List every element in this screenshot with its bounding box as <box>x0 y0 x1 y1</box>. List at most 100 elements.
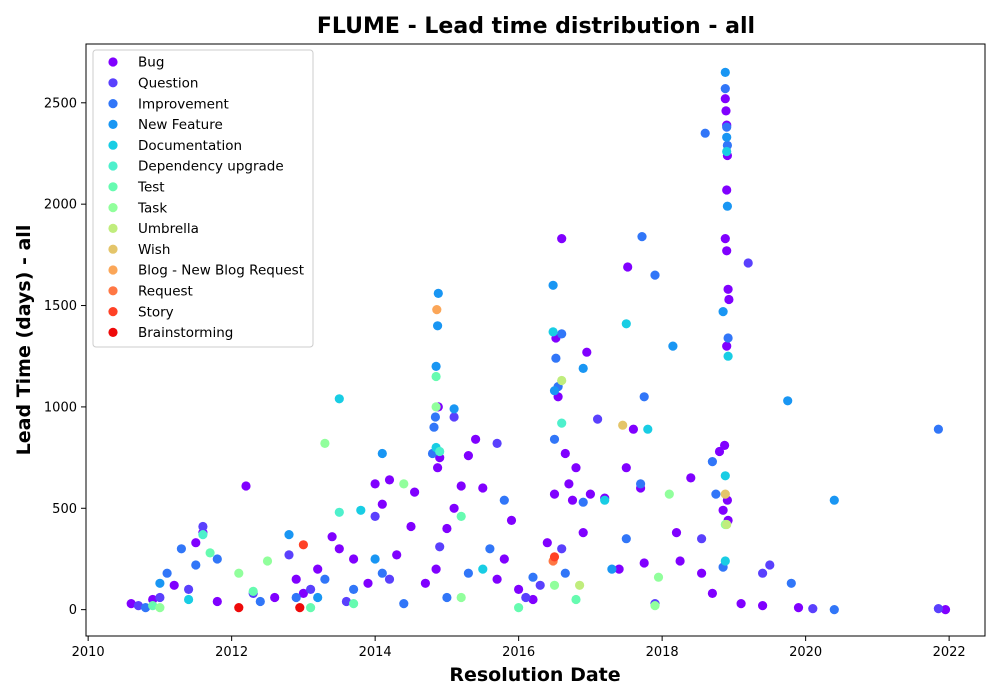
point-2-2 <box>176 544 186 554</box>
point-2-26 <box>636 479 646 489</box>
point-0-5 <box>212 596 222 607</box>
point-2-32 <box>711 489 721 499</box>
x-tick-label-2: 2014 <box>359 645 392 660</box>
point-6-8 <box>571 594 581 605</box>
point-0-79 <box>940 605 951 615</box>
point-2-40 <box>933 424 944 434</box>
point-0-38 <box>549 489 560 499</box>
point-6-2 <box>248 586 258 597</box>
x-tick-label-3: 2016 <box>502 645 535 660</box>
point-0-56 <box>671 528 682 538</box>
point-2-39 <box>829 605 839 615</box>
y-tick-label-3: 1500 <box>44 299 77 314</box>
legend-label-11: Request <box>138 284 193 300</box>
point-3-19 <box>829 495 839 505</box>
point-7-10 <box>653 572 664 582</box>
point-0-17 <box>384 475 395 485</box>
point-0-73 <box>722 341 732 351</box>
legend-marker-10 <box>108 265 118 275</box>
point-0-33 <box>499 554 509 564</box>
point-1-10 <box>435 542 445 552</box>
point-0-57 <box>675 556 685 566</box>
point-2-9 <box>377 568 387 578</box>
point-0-14 <box>363 578 373 588</box>
point-0-7 <box>270 592 280 603</box>
point-6-0 <box>148 601 158 611</box>
y-tick-label-1: 500 <box>52 502 77 517</box>
point-7-0 <box>155 603 165 613</box>
x-axis-ticks: 2010 2012 2014 2016 2018 2020 2022 <box>72 636 966 660</box>
point-3-2 <box>313 592 323 603</box>
point-3-5 <box>431 361 441 371</box>
point-0-26 <box>442 523 452 534</box>
point-6-5 <box>431 371 441 382</box>
point-0-71 <box>723 284 733 294</box>
point-4-12 <box>722 146 732 157</box>
point-4-11 <box>720 556 730 566</box>
legend-marker-5 <box>108 161 118 171</box>
plot-points <box>126 67 951 615</box>
point-8-1 <box>575 580 585 590</box>
point-2-12 <box>429 422 439 432</box>
point-2-5 <box>255 596 265 607</box>
point-0-45 <box>571 463 581 473</box>
point-0-58 <box>686 473 696 483</box>
x-tick-label-5: 2020 <box>789 645 822 660</box>
point-2-10 <box>399 599 409 609</box>
y-axis-ticks: 0 500 1000 1500 2000 2500 <box>44 96 86 618</box>
point-0-68 <box>722 185 732 195</box>
point-0-64 <box>720 94 730 104</box>
point-9-1 <box>720 489 730 499</box>
legend-label-13: Brainstorming <box>138 325 233 341</box>
point-2-0 <box>141 603 151 613</box>
point-2-27 <box>637 232 647 242</box>
point-6-4 <box>349 599 359 609</box>
point-3-6 <box>433 321 443 331</box>
point-6-6 <box>456 511 466 521</box>
point-3-13 <box>668 341 678 351</box>
point-1-3 <box>198 521 208 532</box>
point-3-14 <box>718 307 728 317</box>
point-3-11 <box>578 363 588 373</box>
point-1-13 <box>521 592 531 603</box>
point-2-30 <box>700 128 710 138</box>
point-3-4 <box>377 448 387 459</box>
point-0-10 <box>313 564 323 574</box>
point-0-32 <box>492 574 502 584</box>
y-tick-label-4: 2000 <box>44 198 77 213</box>
point-2-38 <box>786 578 796 588</box>
point-1-18 <box>697 534 707 544</box>
legend-marker-11 <box>108 286 118 296</box>
point-7-1 <box>234 568 244 578</box>
point-2-29 <box>650 270 660 280</box>
point-7-2 <box>262 556 273 566</box>
point-1-16 <box>593 414 603 424</box>
point-1-6 <box>306 584 316 595</box>
point-0-70 <box>722 246 732 256</box>
point-1-22 <box>808 604 818 614</box>
legend-marker-6 <box>108 182 118 192</box>
point-7-4 <box>399 479 409 489</box>
point-0-77 <box>758 601 768 611</box>
point-2-37 <box>723 333 733 343</box>
point-4-6 <box>600 495 610 505</box>
point-4-8 <box>643 424 653 434</box>
point-0-30 <box>471 434 481 444</box>
point-0-46 <box>578 528 588 538</box>
point-1-5 <box>284 550 294 560</box>
point-1-12 <box>492 438 502 448</box>
point-3-18 <box>783 396 793 406</box>
point-0-31 <box>478 483 488 493</box>
point-7-8 <box>650 601 660 611</box>
point-0-12 <box>334 544 344 554</box>
legend-marker-8 <box>108 223 118 233</box>
point-0-19 <box>406 521 416 532</box>
point-1-0 <box>133 601 143 611</box>
point-0-35 <box>514 584 524 595</box>
point-2-8 <box>349 584 359 595</box>
point-7-7 <box>549 580 560 590</box>
point-4-9 <box>720 471 730 481</box>
point-0-2 <box>169 580 179 590</box>
point-4-7 <box>621 319 631 329</box>
legend-marker-12 <box>108 307 118 317</box>
